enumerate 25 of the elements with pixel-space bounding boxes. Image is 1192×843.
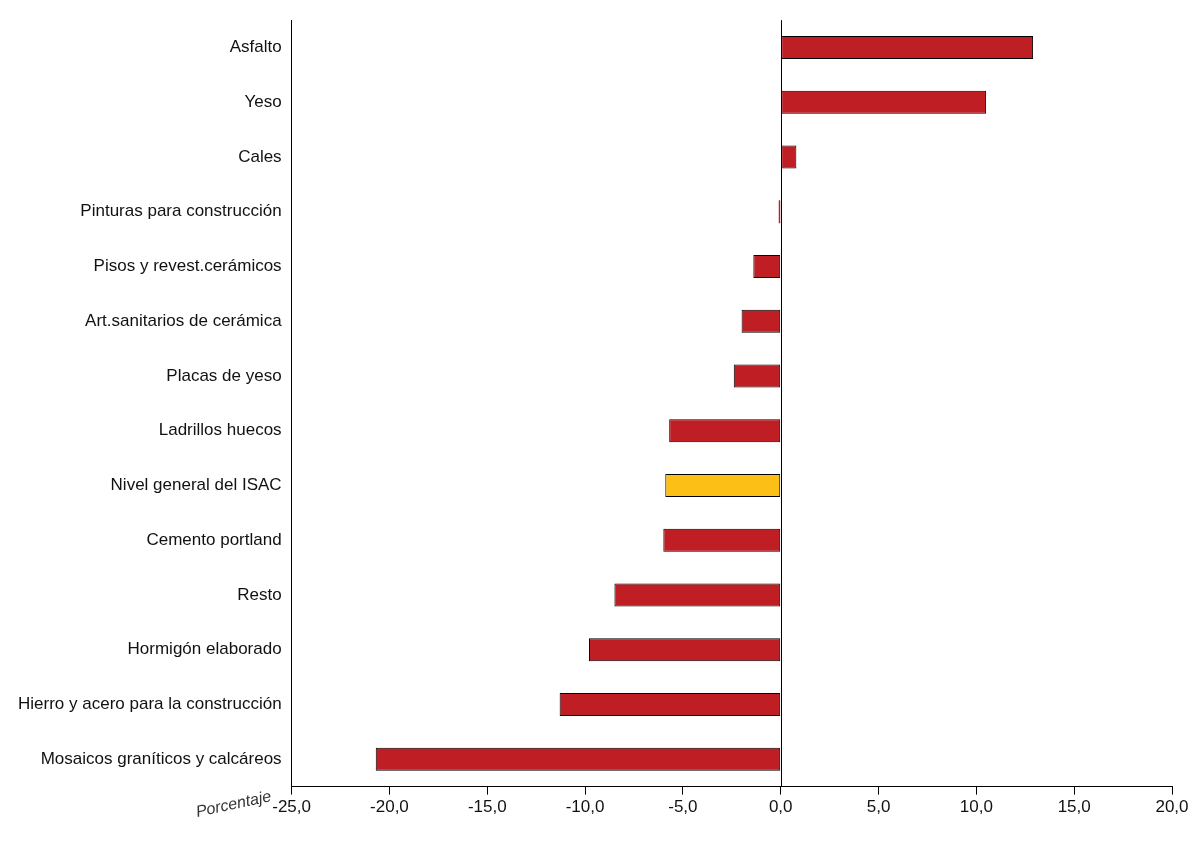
x-tick-label: -20,0 <box>370 797 409 817</box>
y-tick-label: Nivel general del ISAC <box>110 475 282 495</box>
y-tick-label: Cemento portland <box>146 529 282 549</box>
y-tick-label: Hierro y acero para la construcción <box>17 694 282 714</box>
x-tick-label: 0,0 <box>768 797 793 817</box>
y-tick-label: Mosaicos graníticos y calcáreos <box>40 748 282 768</box>
y-tick-label: Pisos y revest.cerámicos <box>93 256 282 276</box>
y-tick-label: Asfalto <box>229 37 282 57</box>
y-tick-label: Hormigón elaborado <box>127 639 282 659</box>
y-tick-label: Art.sanitarios de cerámica <box>85 310 283 330</box>
y-tick-label: Cales <box>238 146 282 166</box>
x-tick-label: -25,0 <box>272 797 311 817</box>
x-tick-label: 20,0 <box>1155 797 1189 817</box>
y-tick-label: Ladrillos huecos <box>158 420 282 440</box>
x-tick-label: -15,0 <box>467 797 507 817</box>
x-tick-label: -5,0 <box>668 797 698 817</box>
x-axis-title: Porcentaje <box>194 787 273 820</box>
y-tick-label: Pinturas para construcción <box>80 201 282 221</box>
x-tick-label: 5,0 <box>866 797 891 817</box>
y-tick-label: Resto <box>237 584 282 604</box>
x-tick-label: 10,0 <box>959 797 993 817</box>
x-tick-label: -10,0 <box>565 797 605 817</box>
y-tick-label: Placas de yeso <box>166 365 282 385</box>
y-tick-label: Yeso <box>244 92 282 111</box>
x-tick-label: 15,0 <box>1057 797 1091 817</box>
